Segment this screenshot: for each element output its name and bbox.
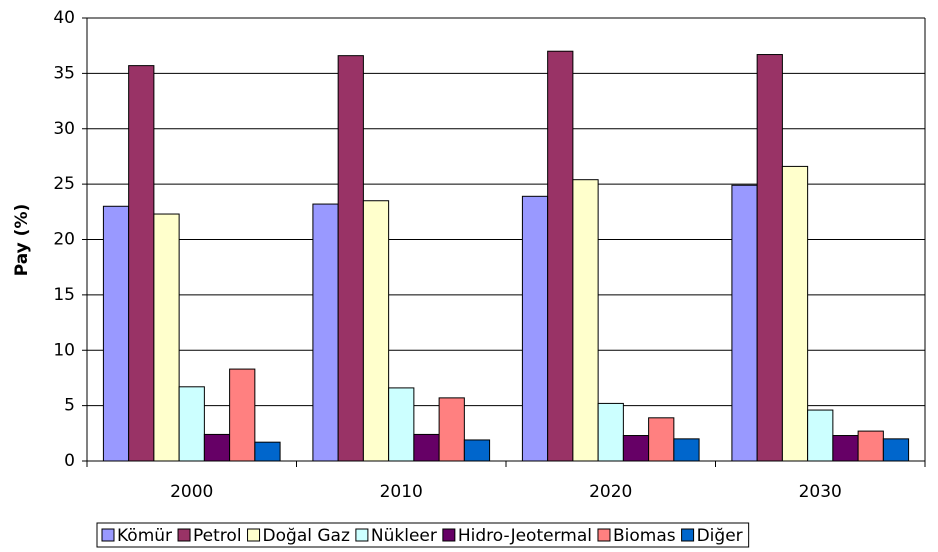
y-tick-label: 25 bbox=[53, 174, 75, 194]
bar bbox=[203, 433, 231, 462]
bar bbox=[337, 55, 364, 462]
y-tick-label: 10 bbox=[53, 340, 75, 360]
bar bbox=[102, 205, 130, 462]
bar bbox=[153, 213, 180, 462]
legend-box bbox=[96, 522, 750, 548]
y-tick-label: 5 bbox=[64, 396, 75, 416]
y-tick-label: 40 bbox=[53, 8, 75, 28]
bar bbox=[254, 441, 281, 462]
bar bbox=[857, 430, 884, 462]
bar bbox=[807, 409, 834, 462]
bar bbox=[648, 417, 675, 462]
bar bbox=[229, 368, 256, 462]
bar bbox=[572, 179, 599, 462]
legend-label: Petrol bbox=[193, 526, 242, 546]
y-tick-label: 30 bbox=[53, 119, 75, 139]
legend-label: Nükleer bbox=[371, 526, 437, 546]
bar bbox=[832, 435, 859, 462]
bar bbox=[388, 387, 415, 462]
x-tick-label: 2000 bbox=[170, 482, 213, 502]
bar bbox=[362, 200, 390, 462]
legend-label: Diğer bbox=[697, 526, 743, 546]
bar bbox=[756, 54, 783, 462]
legend-swatch bbox=[442, 528, 456, 542]
x-tick-label: 2020 bbox=[589, 482, 632, 502]
bar bbox=[781, 165, 809, 462]
x-tick-label: 2030 bbox=[799, 482, 842, 502]
bar bbox=[128, 65, 155, 462]
legend-swatch bbox=[597, 528, 611, 542]
bar bbox=[673, 438, 700, 462]
legend-swatch bbox=[177, 528, 191, 542]
x-tick-label: 2010 bbox=[380, 482, 423, 502]
bar bbox=[547, 50, 574, 462]
legend-swatch bbox=[101, 528, 115, 542]
y-axis-label: Pay (%) bbox=[12, 204, 32, 277]
bar bbox=[597, 402, 624, 462]
bar bbox=[312, 203, 339, 462]
bar bbox=[178, 386, 205, 462]
bar bbox=[413, 433, 440, 462]
legend-label: Biomas bbox=[613, 526, 676, 546]
bar bbox=[882, 438, 910, 462]
legend-swatch bbox=[681, 528, 695, 542]
legend-swatch bbox=[355, 528, 369, 542]
y-tick-label: 20 bbox=[53, 230, 75, 250]
legend-label: Doğal Gaz bbox=[263, 526, 350, 546]
bar bbox=[731, 184, 758, 462]
legend-label: Kömür bbox=[117, 526, 172, 546]
legend-label: Hidro-Jeotermal bbox=[458, 526, 592, 546]
legend-swatch bbox=[247, 528, 261, 542]
bar bbox=[438, 397, 465, 462]
y-tick-label: 0 bbox=[64, 451, 75, 471]
bar bbox=[463, 439, 491, 462]
bar bbox=[521, 195, 549, 462]
y-tick-label: 15 bbox=[53, 285, 75, 305]
bar bbox=[622, 435, 650, 462]
y-tick-label: 35 bbox=[53, 63, 75, 83]
